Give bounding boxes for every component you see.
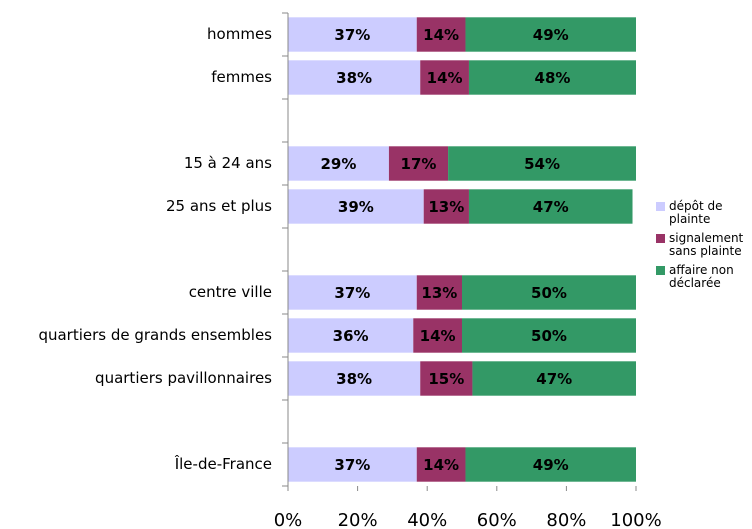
category-label: quartiers de grands ensembles [38,326,272,344]
value-label: 14% [423,26,459,44]
category-label: 15 à 24 ans [184,154,272,172]
bar-segment [388,146,449,181]
bar-segment [462,318,636,353]
value-label: 29% [321,155,357,173]
category-label: Île-de-France [174,454,272,473]
bar-segment [288,318,414,353]
x-tick-label: 80% [546,510,586,529]
value-label: 50% [531,327,567,345]
x-tick-label: 0% [274,510,303,529]
category-label: quartiers pavillonnaires [95,369,272,387]
bar-segment [288,60,421,95]
bar-segment [420,361,473,396]
category-label: 25 ans et plus [166,197,272,215]
category-label: hommes [207,25,272,43]
bar-segment [468,189,633,224]
value-label: 15% [428,370,464,388]
bar-segment [462,275,636,310]
bar-segment [472,361,636,396]
value-label: 13% [421,284,457,302]
bar-segment [465,447,636,482]
value-label: 37% [334,26,370,44]
value-label: 48% [535,69,571,87]
bar-segment [416,275,462,310]
category-label: femmes [211,68,272,86]
legend-item: affaire non déclarée [656,264,752,290]
bar-segment [288,17,417,52]
value-label: 54% [524,155,560,173]
bar-segment [288,275,417,310]
value-label: 49% [533,26,569,44]
value-label: 38% [336,69,372,87]
value-label: 39% [338,198,374,216]
value-label: 47% [533,198,569,216]
value-label: 38% [336,370,372,388]
x-tick-label: 100% [610,510,661,529]
legend-swatch [656,234,665,243]
bar-segment [468,60,636,95]
bar-segment [416,447,466,482]
value-label: 37% [334,284,370,302]
value-label: 50% [531,284,567,302]
value-label: 13% [428,198,464,216]
bar-segment [413,318,462,353]
legend-swatch [656,202,665,211]
value-label: 49% [533,456,569,474]
legend-label: signalement sans plainte [669,231,744,258]
bar-segment [420,60,469,95]
bar-segment [288,146,389,181]
legend-swatch [656,266,665,275]
legend-item: dépôt de plainte [656,200,752,226]
legend-label: dépôt de plainte [669,199,723,226]
value-label: 14% [423,456,459,474]
bar-segment [288,361,421,396]
bar-segment [448,146,636,181]
legend-item: signalement sans plainte [656,232,752,258]
value-label: 37% [334,456,370,474]
x-tick-label: 40% [407,510,447,529]
value-label: 14% [420,327,456,345]
bar-segment [288,447,417,482]
value-label: 17% [401,155,437,173]
category-label: centre ville [189,283,272,301]
value-label: 36% [333,327,369,345]
value-label: 47% [536,370,572,388]
value-label: 14% [427,69,463,87]
bar-segment [416,17,466,52]
x-tick-label: 60% [477,510,517,529]
x-tick-label: 20% [338,510,378,529]
bar-segment [288,189,424,224]
legend: dépôt de plainte signalement sans plainte… [656,200,752,296]
bar-segment [465,17,636,52]
bar-segment [423,189,469,224]
legend-label: affaire non déclarée [669,263,734,290]
